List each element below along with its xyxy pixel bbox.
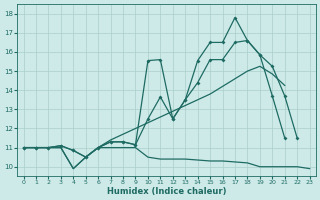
X-axis label: Humidex (Indice chaleur): Humidex (Indice chaleur) [107,187,226,196]
